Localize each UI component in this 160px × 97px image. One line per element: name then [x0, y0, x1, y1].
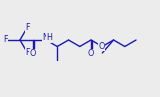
Text: N: N [42, 33, 48, 42]
Text: O: O [88, 49, 94, 58]
Text: F: F [3, 36, 7, 45]
Text: F: F [25, 48, 30, 57]
Text: H: H [46, 33, 52, 42]
Text: O: O [98, 42, 104, 51]
Text: F: F [25, 23, 30, 32]
Text: O: O [30, 49, 36, 58]
